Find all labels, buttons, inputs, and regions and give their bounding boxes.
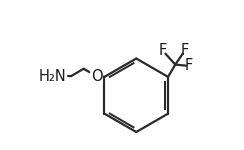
Text: O: O bbox=[91, 69, 102, 84]
Text: F: F bbox=[185, 58, 193, 73]
Text: F: F bbox=[181, 43, 189, 58]
Text: F: F bbox=[159, 43, 167, 58]
Text: H₂N: H₂N bbox=[39, 69, 67, 84]
